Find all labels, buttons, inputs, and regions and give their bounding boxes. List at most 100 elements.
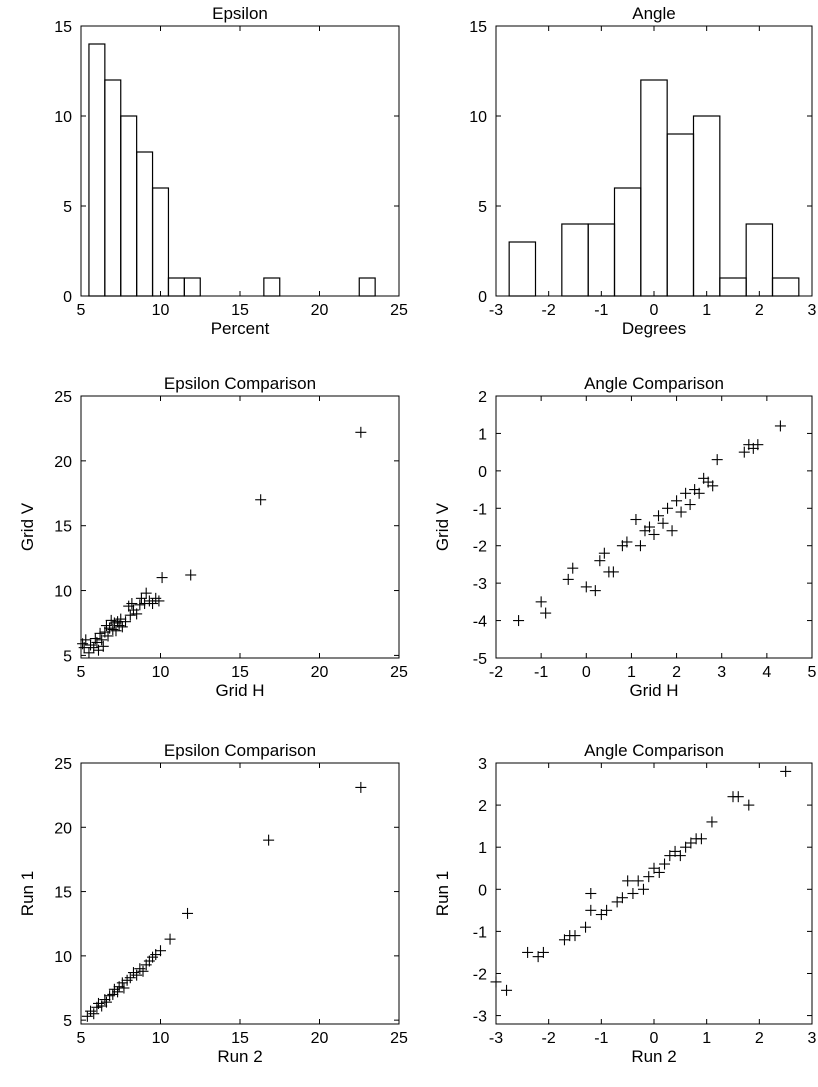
scatter-point xyxy=(780,765,792,777)
histogram-bar xyxy=(88,43,106,297)
x-tick-label: 3 xyxy=(808,1030,817,1047)
scatter-point xyxy=(513,615,525,627)
chart-title: Angle Comparison xyxy=(584,374,724,393)
x-tick-label: 5 xyxy=(77,302,86,319)
scatter-point xyxy=(131,969,143,981)
x-tick-label: 15 xyxy=(231,1030,249,1047)
scatter-point xyxy=(752,439,764,451)
scatter-point xyxy=(263,834,275,846)
x-tick-label: 2 xyxy=(672,664,681,681)
scatter-point xyxy=(185,569,197,581)
scatter-point xyxy=(96,634,108,646)
x-tick-label: 2 xyxy=(755,302,764,319)
y-tick-label: -4 xyxy=(473,614,487,631)
y-tick-label: 0 xyxy=(478,882,487,899)
y-axis-label: Run 1 xyxy=(18,871,37,916)
x-tick-label: 2 xyxy=(755,1030,764,1047)
scatter-point xyxy=(121,974,133,986)
scatter-point xyxy=(112,986,124,998)
histogram-bar xyxy=(167,277,185,297)
axes-box xyxy=(495,762,813,1025)
histogram-bar xyxy=(183,277,201,297)
scatter-point xyxy=(693,487,705,499)
histogram-bar xyxy=(719,277,747,297)
y-tick-label: 3 xyxy=(478,756,487,773)
y-tick-label: 5 xyxy=(63,1013,72,1030)
scatter-point xyxy=(102,630,114,642)
x-tick-label: -1 xyxy=(594,1030,608,1047)
scatter-point xyxy=(774,420,786,432)
y-tick-label: 15 xyxy=(469,19,487,36)
x-tick-label: -3 xyxy=(489,1030,503,1047)
scatter-point xyxy=(535,596,547,608)
scatter-point xyxy=(108,983,120,995)
scatter-point xyxy=(85,639,97,651)
scatter-point xyxy=(164,933,176,945)
scatter-point xyxy=(567,562,579,574)
scatter-point xyxy=(684,499,696,511)
y-tick-label: 0 xyxy=(478,464,487,481)
y-tick-label: 15 xyxy=(54,19,72,36)
scatter-point xyxy=(131,608,143,620)
x-tick-label: 10 xyxy=(152,664,170,681)
y-tick-label: 25 xyxy=(54,756,72,773)
scatter-point xyxy=(83,647,95,659)
y-tick-label: 0 xyxy=(478,289,487,306)
scatter-point xyxy=(94,627,106,639)
x-tick-label: 10 xyxy=(152,1030,170,1047)
scatter-point xyxy=(637,883,649,895)
scatter-point xyxy=(156,572,168,584)
y-tick-label: 15 xyxy=(54,885,72,902)
x-axis-label: Grid H xyxy=(215,681,264,700)
histogram-bar xyxy=(640,79,668,297)
y-tick-label: -2 xyxy=(473,539,487,556)
y-tick-label: -5 xyxy=(473,651,487,668)
scatter-point xyxy=(589,585,601,597)
scatter-point xyxy=(648,528,660,540)
scatter-point xyxy=(666,525,678,537)
scatter-point xyxy=(537,946,549,958)
x-tick-label: -1 xyxy=(534,664,548,681)
x-tick-label: 15 xyxy=(231,664,249,681)
scatter-point xyxy=(140,587,152,599)
histogram-bar xyxy=(692,115,721,297)
x-tick-label: 5 xyxy=(77,1030,86,1047)
x-tick-label: 4 xyxy=(762,664,771,681)
scatter-point xyxy=(88,1008,100,1020)
scatter-point xyxy=(627,888,639,899)
scatter-point xyxy=(501,984,513,996)
scatter-point xyxy=(738,446,750,458)
axes-box xyxy=(80,25,400,297)
scatter-point xyxy=(706,816,718,828)
x-tick-label: -2 xyxy=(542,1030,556,1047)
axes-box xyxy=(495,395,813,659)
x-tick-label: 20 xyxy=(311,302,329,319)
x-tick-label: 20 xyxy=(311,664,329,681)
x-tick-label: -1 xyxy=(594,302,608,319)
scatter-point xyxy=(490,976,502,988)
scatter-point xyxy=(124,972,136,984)
scatter-point xyxy=(707,480,719,492)
histogram-bar xyxy=(358,277,376,297)
histogram-bar xyxy=(104,79,122,297)
scatter-point xyxy=(150,592,162,604)
x-tick-label: 0 xyxy=(650,1030,659,1047)
chart-panel-2: Angle -3 -2 -1 0 1 2 3 0 5 10 15 Degrees xyxy=(469,4,816,338)
y-tick-label: -3 xyxy=(473,1009,487,1026)
scatter-point xyxy=(585,888,597,899)
y-tick-label: 1 xyxy=(478,840,487,857)
x-axis-label: Degrees xyxy=(622,319,686,338)
scatter-point xyxy=(118,982,130,994)
scatter-point xyxy=(97,640,109,652)
scatter-point xyxy=(91,636,103,648)
scatter-point xyxy=(671,495,683,507)
x-axis-label: Grid H xyxy=(629,681,678,700)
scatter-point xyxy=(540,607,552,619)
x-tick-label: 20 xyxy=(311,1030,329,1047)
scatter-point xyxy=(88,642,100,654)
scatter-point xyxy=(598,547,610,559)
y-tick-label: -1 xyxy=(473,501,487,518)
x-tick-label: -3 xyxy=(489,302,503,319)
y-tick-label: 1 xyxy=(478,426,487,443)
